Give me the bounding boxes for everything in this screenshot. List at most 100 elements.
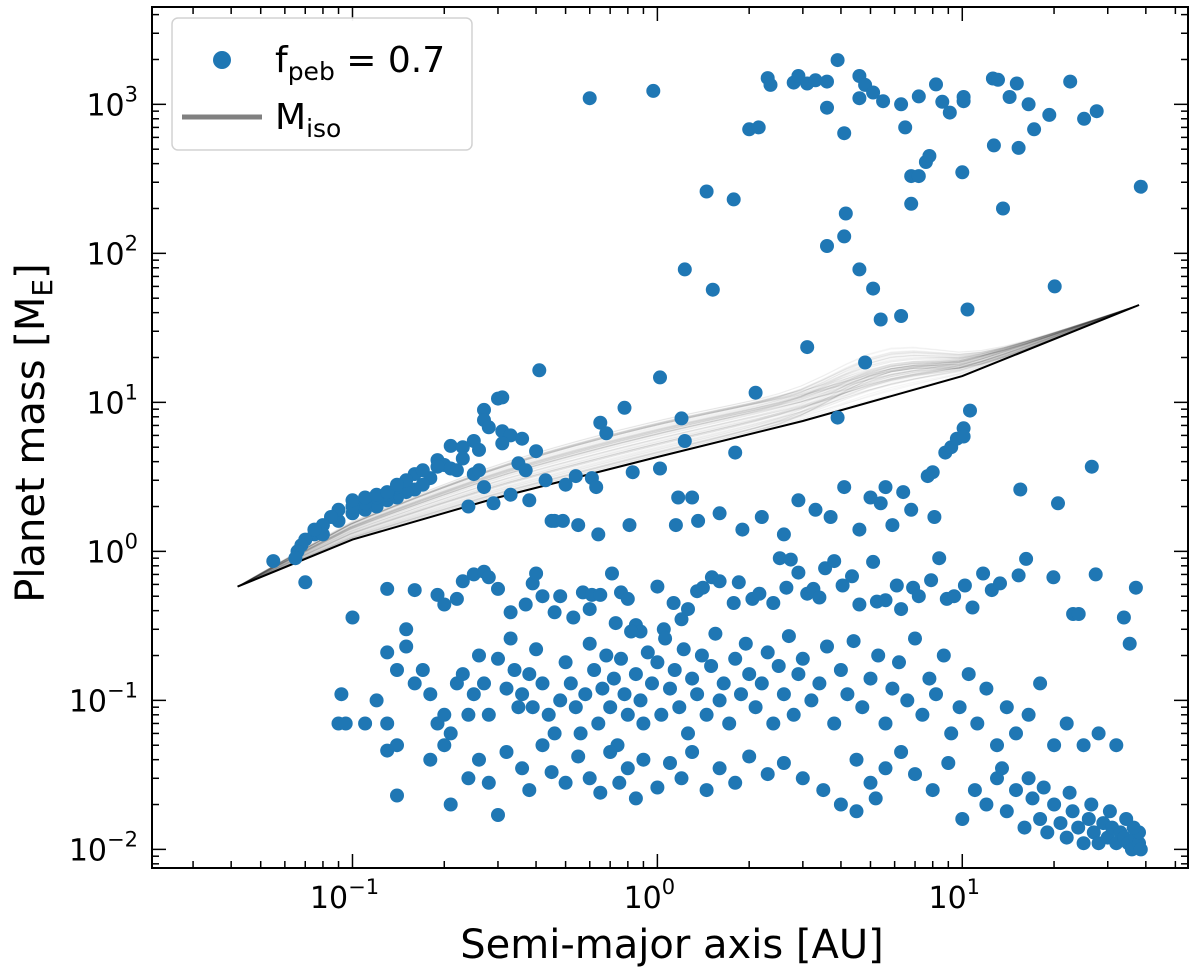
data-point bbox=[674, 411, 689, 426]
data-point bbox=[481, 707, 496, 722]
data-point bbox=[760, 767, 775, 782]
data-point bbox=[751, 120, 766, 135]
data-point bbox=[1116, 610, 1131, 625]
data-point bbox=[477, 676, 491, 691]
data-point bbox=[677, 262, 692, 277]
data-point bbox=[443, 797, 458, 812]
data-point bbox=[908, 631, 922, 646]
data-point bbox=[986, 138, 1001, 153]
data-point bbox=[1076, 738, 1091, 753]
data-point bbox=[827, 716, 842, 731]
data-point bbox=[507, 663, 522, 677]
data-point bbox=[1019, 551, 1034, 566]
data-point bbox=[863, 775, 878, 790]
data-point bbox=[952, 700, 967, 715]
data-point bbox=[595, 681, 610, 696]
data-point bbox=[380, 716, 395, 731]
data-point bbox=[503, 631, 518, 646]
data-point bbox=[800, 340, 815, 355]
data-point bbox=[990, 738, 1004, 753]
data-point bbox=[633, 693, 648, 708]
data-point bbox=[995, 761, 1009, 776]
data-point bbox=[663, 756, 677, 770]
data-point bbox=[795, 771, 810, 786]
data-point bbox=[380, 581, 395, 596]
data-point bbox=[605, 566, 619, 581]
data-point bbox=[999, 700, 1014, 715]
data-point bbox=[380, 645, 395, 660]
data-point bbox=[947, 589, 962, 604]
data-point bbox=[849, 752, 864, 767]
data-point bbox=[1077, 111, 1092, 126]
data-point bbox=[477, 402, 491, 417]
data-point bbox=[529, 566, 544, 581]
data-point bbox=[771, 659, 786, 673]
data-point bbox=[766, 716, 781, 731]
data-point bbox=[1009, 783, 1023, 798]
data-point bbox=[957, 578, 972, 593]
data-point bbox=[908, 767, 922, 782]
data-point bbox=[571, 749, 586, 764]
data-point bbox=[443, 438, 458, 453]
data-point bbox=[558, 477, 573, 492]
data-point bbox=[694, 648, 709, 663]
data-point bbox=[955, 165, 970, 180]
data-point bbox=[455, 440, 470, 455]
data-point bbox=[956, 429, 971, 444]
data-point bbox=[636, 716, 651, 731]
data-point bbox=[518, 597, 533, 612]
data-point bbox=[1027, 122, 1042, 137]
data-point bbox=[1102, 804, 1117, 819]
y-tick-label: 10−2 bbox=[69, 827, 138, 868]
data-point bbox=[738, 636, 753, 651]
data-point bbox=[837, 229, 852, 244]
data-point bbox=[866, 85, 881, 100]
data-point bbox=[1063, 74, 1078, 89]
data-point bbox=[863, 490, 878, 505]
data-point bbox=[924, 573, 939, 588]
data-point bbox=[495, 390, 510, 405]
data-point bbox=[522, 493, 537, 508]
data-point bbox=[591, 527, 606, 542]
y-tick-label: 10−1 bbox=[69, 678, 138, 719]
data-point bbox=[734, 687, 748, 702]
data-point bbox=[636, 752, 651, 767]
data-point bbox=[653, 461, 667, 476]
data-point bbox=[1084, 797, 1099, 812]
data-point bbox=[532, 363, 547, 378]
data-point bbox=[731, 575, 746, 590]
data-point bbox=[898, 120, 913, 135]
data-point bbox=[558, 655, 573, 670]
data-point bbox=[518, 463, 533, 478]
data-point bbox=[663, 681, 677, 696]
data-point bbox=[868, 791, 883, 806]
data-point bbox=[961, 667, 976, 682]
data-point bbox=[676, 642, 691, 657]
data-point bbox=[705, 282, 720, 297]
data-point bbox=[674, 771, 689, 786]
data-point bbox=[399, 639, 414, 654]
data-point bbox=[677, 434, 692, 448]
data-point bbox=[936, 648, 951, 663]
data-point bbox=[515, 431, 530, 446]
data-point bbox=[1086, 825, 1101, 840]
data-point bbox=[896, 485, 911, 500]
data-point bbox=[568, 700, 583, 715]
data-point bbox=[430, 459, 445, 474]
data-point bbox=[878, 593, 893, 608]
data-point bbox=[681, 602, 695, 617]
data-point bbox=[481, 420, 496, 435]
data-point bbox=[1051, 496, 1065, 511]
data-point bbox=[795, 651, 810, 666]
data-point bbox=[846, 634, 861, 649]
data-point bbox=[455, 574, 470, 589]
data-point bbox=[823, 510, 838, 524]
data-point bbox=[911, 589, 926, 604]
data-point bbox=[503, 487, 518, 502]
data-point bbox=[892, 655, 906, 670]
data-point bbox=[852, 91, 867, 106]
data-point bbox=[1011, 140, 1026, 155]
data-point bbox=[967, 783, 982, 798]
data-point bbox=[904, 196, 919, 211]
data-point bbox=[894, 745, 909, 759]
